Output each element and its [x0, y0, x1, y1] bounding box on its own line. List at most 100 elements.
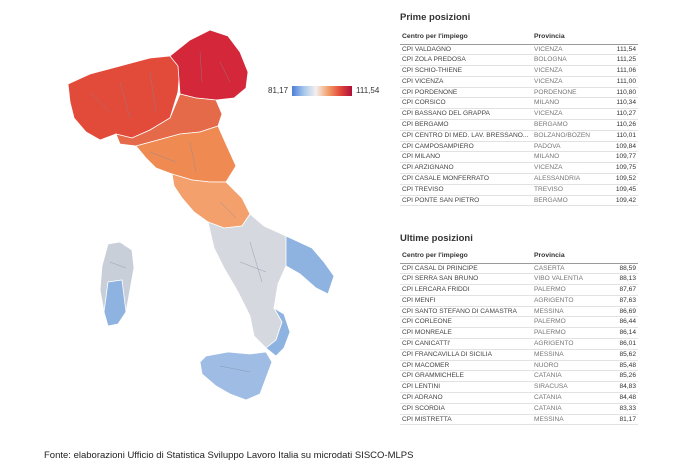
table-row: CPI BASSANO DEL GRAPPA VICENZA 110,27: [400, 108, 638, 121]
top-positions-panel: Prime posizioni Centro per l'impiego Pro…: [400, 12, 638, 207]
region-calabria-blue: [265, 306, 291, 357]
cell-provincia: BERGAMO: [532, 119, 602, 131]
cell-centro: CPI VALDAGNO: [400, 44, 532, 56]
table-row: CPI MENFI AGRIGENTO 87,63: [400, 295, 638, 307]
legend-min-label: 81,17: [268, 86, 289, 95]
cell-centro: CPI TREVISO: [400, 184, 532, 196]
cell-centro: CPI VICENZA: [400, 76, 532, 88]
cell-value: 86,69: [602, 306, 638, 318]
cell-centro: CPI ARZIGNANO: [400, 162, 532, 175]
table-row: CPI MILANO MILANO 109,77: [400, 151, 638, 164]
cell-provincia: AGRIGENTO: [532, 338, 602, 350]
cell-value: 110,27: [602, 108, 638, 121]
bottom-positions-panel: Ultime posizioni Centro per l'impiego Pr…: [400, 233, 638, 426]
legend-color-bar: [292, 86, 352, 96]
cell-centro: CPI SCORDIA: [400, 403, 532, 415]
cell-centro: CPI LERCARA FRIDDI: [400, 284, 532, 296]
cell-provincia: VICENZA: [532, 76, 602, 88]
cell-value: 85,26: [602, 370, 638, 383]
column-header-value: [602, 32, 638, 45]
cell-provincia: PALERMO: [532, 284, 602, 296]
top-positions-body: CPI VALDAGNO VICENZA 111,54 CPI ZOLA PREDOS…: [400, 44, 638, 207]
cell-value: 84,48: [602, 392, 638, 404]
cell-centro: CPI PONTE SAN PIETRO: [400, 195, 532, 207]
cell-value: 109,75: [602, 162, 638, 175]
cell-value: 111,06: [602, 65, 638, 77]
cell-value: 83,33: [602, 403, 638, 415]
cell-value: 111,25: [602, 54, 638, 67]
cell-value: 86,14: [602, 327, 638, 340]
cell-centro: CPI BASSANO DEL GRAPPA: [400, 108, 532, 121]
cell-centro: CPI ADRANO: [400, 392, 532, 404]
cell-centro: CPI SANTO STEFANO DI CAMASTRA: [400, 306, 532, 318]
cell-value: 109,52: [602, 173, 638, 185]
cell-value: 109,84: [602, 141, 638, 153]
column-header-provincia: Provincia: [532, 251, 602, 264]
cell-centro: CPI CASALE MONFERRATO: [400, 173, 532, 185]
cell-provincia: VICENZA: [532, 44, 602, 56]
cell-value: 111,54: [602, 44, 638, 56]
table-row: CPI SCORDIA CATANIA 83,33: [400, 403, 638, 415]
region-south-blue: [285, 235, 335, 295]
cell-provincia: BERGAMO: [532, 195, 602, 207]
cell-provincia: NUORO: [532, 360, 602, 372]
table-row: CPI VALDAGNO VICENZA 111,54: [400, 44, 638, 56]
cell-centro: CPI FRANCAVILLA DI SICILIA: [400, 349, 532, 361]
cell-value: 109,45: [602, 184, 638, 196]
cell-value: 81,17: [602, 414, 638, 426]
table-row: CPI CORSICO MILANO 110,34: [400, 97, 638, 110]
table-header-row: Centro per l'impiego Provincia: [400, 251, 638, 264]
table-row: CPI GRAMMICHELE CATANIA 85,26: [400, 370, 638, 383]
table-row: CPI CASALE MONFERRATO ALESSANDRIA 109,52: [400, 173, 638, 185]
cell-value: 110,34: [602, 97, 638, 110]
cell-centro: CPI CANICATTI': [400, 338, 532, 350]
cell-provincia: CATANIA: [532, 370, 602, 383]
cell-centro: CPI ZOLA PREDOSA: [400, 54, 532, 67]
cell-provincia: VICENZA: [532, 65, 602, 77]
cell-provincia: TREVISO: [532, 184, 602, 196]
cell-centro: CPI CAMPOSAMPIERO: [400, 141, 532, 153]
cell-value: 110,26: [602, 119, 638, 131]
cell-provincia: MESSINA: [532, 349, 602, 361]
table-row: CPI CASAL DI PRINCIPE CASERTA 88,59: [400, 263, 638, 275]
cell-provincia: BOLOGNA: [532, 54, 602, 67]
cell-centro: CPI CASAL DI PRINCIPE: [400, 263, 532, 275]
cell-provincia: ALESSANDRIA: [532, 173, 602, 185]
bottom-positions-title: Ultime posizioni: [400, 233, 473, 244]
cell-provincia: PORDENONE: [532, 87, 602, 99]
cell-provincia: SIRACUSA: [532, 381, 602, 394]
table-row: CPI MONREALE PALERMO 86,14: [400, 327, 638, 340]
cell-provincia: CATANIA: [532, 403, 602, 415]
cell-value: 86,01: [602, 338, 638, 350]
cell-centro: CPI BERGAMO: [400, 119, 532, 131]
map-svg: [67, 29, 335, 401]
cell-value: 85,62: [602, 349, 638, 361]
table-row: CPI PORDENONE PORDENONE 110,80: [400, 87, 638, 99]
table-row: CPI ARZIGNANO VICENZA 109,75: [400, 162, 638, 175]
region-sardinia-south-blue: [103, 279, 127, 327]
cell-provincia: MESSINA: [532, 414, 602, 426]
region-tuscany-marche: [135, 125, 237, 183]
table-row: CPI MACOMER NUORO 85,48: [400, 360, 638, 372]
table-row: CPI BERGAMO BERGAMO 110,26: [400, 119, 638, 131]
table-row: CPI SANTO STEFANO DI CAMASTRA MESSINA 86,6…: [400, 306, 638, 318]
cell-provincia: PALERMO: [532, 316, 602, 329]
cell-centro: CPI GRAMMICHELE: [400, 370, 532, 383]
cell-value: 88,59: [602, 263, 638, 275]
cell-centro: CPI MACOMER: [400, 360, 532, 372]
cell-value: 84,83: [602, 381, 638, 394]
cell-provincia: PADOVA: [532, 141, 602, 153]
cell-centro: CPI PORDENONE: [400, 87, 532, 99]
source-note: Fonte: elaborazioni Ufficio di Statistic…: [44, 450, 414, 461]
cell-provincia: MILANO: [532, 97, 602, 110]
italy-choropleth-map: [50, 22, 350, 412]
cell-provincia: AGRIGENTO: [532, 295, 602, 307]
cell-centro: CPI CENTRO DI MED. LAV. BRESSANO...: [400, 130, 532, 142]
map-regions: [67, 29, 335, 401]
cell-centro: CPI CORLEONE: [400, 316, 532, 329]
table-row: CPI ADRANO CATANIA 84,48: [400, 392, 638, 404]
cell-value: 109,77: [602, 151, 638, 164]
cell-centro: CPI MILANO: [400, 151, 532, 164]
table-row: CPI CENTRO DI MED. LAV. BRESSANO... BOLZA…: [400, 130, 638, 142]
column-header-value: [602, 251, 638, 264]
